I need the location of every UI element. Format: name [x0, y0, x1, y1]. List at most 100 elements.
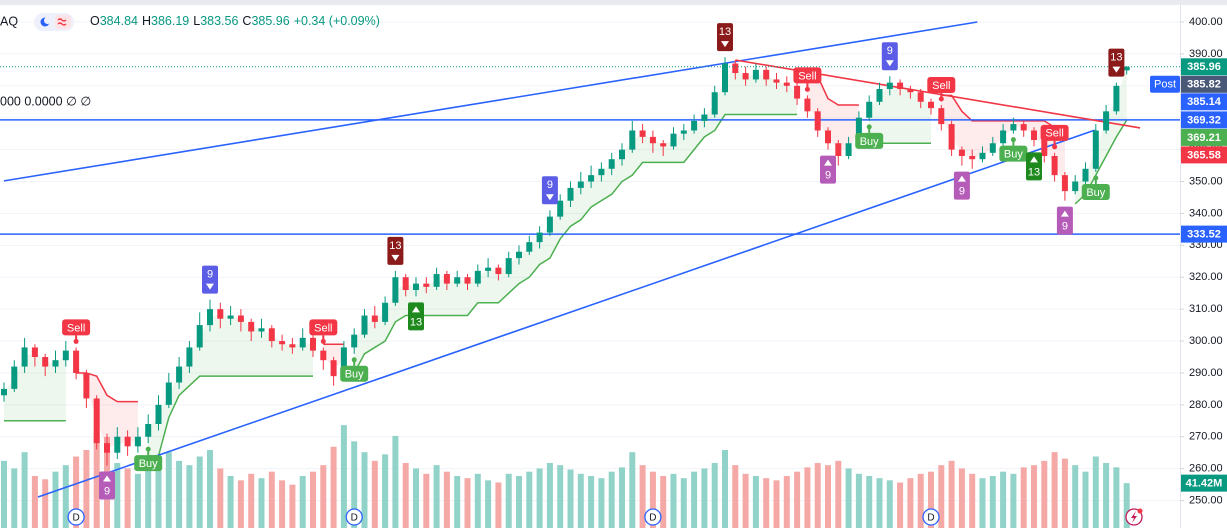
- count-label: 9: [547, 179, 553, 191]
- count-box: [99, 471, 115, 500]
- volume-bar: [176, 460, 183, 528]
- count-box: [541, 176, 558, 205]
- volume-bar: [258, 478, 265, 528]
- candle-body: [279, 341, 286, 345]
- count-label: 9: [1062, 221, 1068, 233]
- signal: Sell: [309, 319, 338, 344]
- alert-dot: [1137, 508, 1143, 514]
- candle-body: [1082, 168, 1089, 182]
- volume-bar: [443, 471, 450, 528]
- candle-body: [413, 283, 419, 291]
- volume-bar: [629, 452, 636, 528]
- candle-body: [1010, 124, 1017, 131]
- candle-body: [691, 120, 698, 131]
- volume-bar: [577, 473, 584, 528]
- count-label: 13: [719, 26, 731, 38]
- candle-body: [196, 325, 203, 348]
- ohlc-label: H: [142, 14, 151, 28]
- candle-body: [639, 130, 646, 137]
- signal: 9: [541, 176, 558, 205]
- candle-body: [855, 117, 862, 144]
- candle-body: [763, 69, 770, 80]
- signal-box: [1081, 183, 1110, 200]
- volume-bar: [227, 476, 234, 528]
- count-label: 13: [1110, 52, 1122, 64]
- signal-dot: [351, 357, 357, 363]
- signal-box: [134, 455, 163, 472]
- signal-label: Sell: [67, 322, 85, 334]
- count-arrow: [545, 194, 554, 201]
- volume-bar: [1092, 456, 1099, 528]
- price-label-bg: [1181, 146, 1227, 164]
- y-tick-label: 390.00: [1189, 48, 1223, 60]
- signal-label: Sell: [798, 70, 816, 82]
- signal-box: [927, 76, 956, 93]
- candle-body: [670, 133, 677, 147]
- signal-dot: [320, 338, 326, 344]
- volume-bar: [608, 471, 615, 528]
- volume-bar: [464, 478, 471, 528]
- volume-bar: [474, 473, 481, 528]
- candle-body: [876, 89, 883, 102]
- volume-bar: [516, 476, 522, 528]
- change: +0.34 (+0.09%): [294, 14, 380, 28]
- volume-bar: [1103, 463, 1110, 528]
- candle-body: [299, 337, 306, 348]
- volume-bar: [536, 468, 543, 528]
- supertrend-line: [148, 375, 313, 457]
- event-label: D: [927, 513, 934, 524]
- candle-body: [145, 423, 152, 437]
- count-arrow: [957, 175, 966, 182]
- signal-box: [999, 145, 1028, 162]
- candle-body: [649, 136, 656, 144]
- volume-bar: [485, 480, 492, 528]
- price-label: 385.82: [1187, 79, 1221, 91]
- signal-box: [1040, 124, 1069, 141]
- signal-box: [62, 319, 91, 336]
- signal-label: Buy: [860, 136, 879, 148]
- count-label: 13: [410, 316, 422, 328]
- candle-body: [114, 436, 121, 453]
- candle-body: [93, 398, 100, 444]
- signal: 13: [717, 23, 733, 52]
- plot-area: Sell 9 Buy 9 Sell Buy 13 13 9 13 Sell 9 Buy 9 Sell 9 Buy…: [0, 21, 1180, 528]
- candle-body: [536, 232, 543, 243]
- candle-body: [454, 277, 461, 284]
- candle-body: [897, 82, 904, 90]
- candle-body: [1072, 181, 1079, 192]
- candle-body: [794, 85, 801, 99]
- candle-body: [402, 277, 409, 291]
- candle-body: [557, 200, 564, 217]
- count-arrow: [1112, 66, 1121, 73]
- signal-label: Sell: [1045, 128, 1063, 140]
- volume-bar: [62, 465, 69, 528]
- volume-bar: [701, 468, 708, 528]
- ohlc: O384.84 H386.19 L383.56 C385.96 +0.34 (+0.09…: [90, 14, 380, 28]
- candle-body: [371, 315, 378, 322]
- candle-body: [1041, 140, 1048, 157]
- volume-bar: [423, 473, 430, 528]
- volume-bar: [392, 435, 399, 528]
- volume-bar: [73, 456, 80, 528]
- volume-bar: [619, 467, 625, 528]
- price-label-bg: [1181, 93, 1227, 111]
- alert-bolt: [1131, 511, 1137, 523]
- volume-bar: [299, 476, 306, 528]
- volume-bar: [11, 468, 18, 528]
- supertrend-fill: [807, 76, 859, 150]
- count-label: 9: [104, 485, 110, 497]
- candle-body: [732, 63, 739, 74]
- candle-body: [958, 149, 965, 157]
- candle-body: [505, 258, 512, 275]
- candle-body: [330, 360, 337, 377]
- y-tick-label: 260.00: [1189, 463, 1223, 475]
- signal-box: [793, 67, 822, 84]
- candle-body: [1103, 111, 1110, 131]
- candle-body: [917, 92, 924, 102]
- candle-body: [155, 404, 162, 424]
- candle-body: [1020, 124, 1027, 131]
- event-label: D: [72, 513, 79, 524]
- volume-bar: [165, 452, 172, 528]
- signal: 9: [820, 155, 836, 184]
- volume-bar: [866, 476, 873, 528]
